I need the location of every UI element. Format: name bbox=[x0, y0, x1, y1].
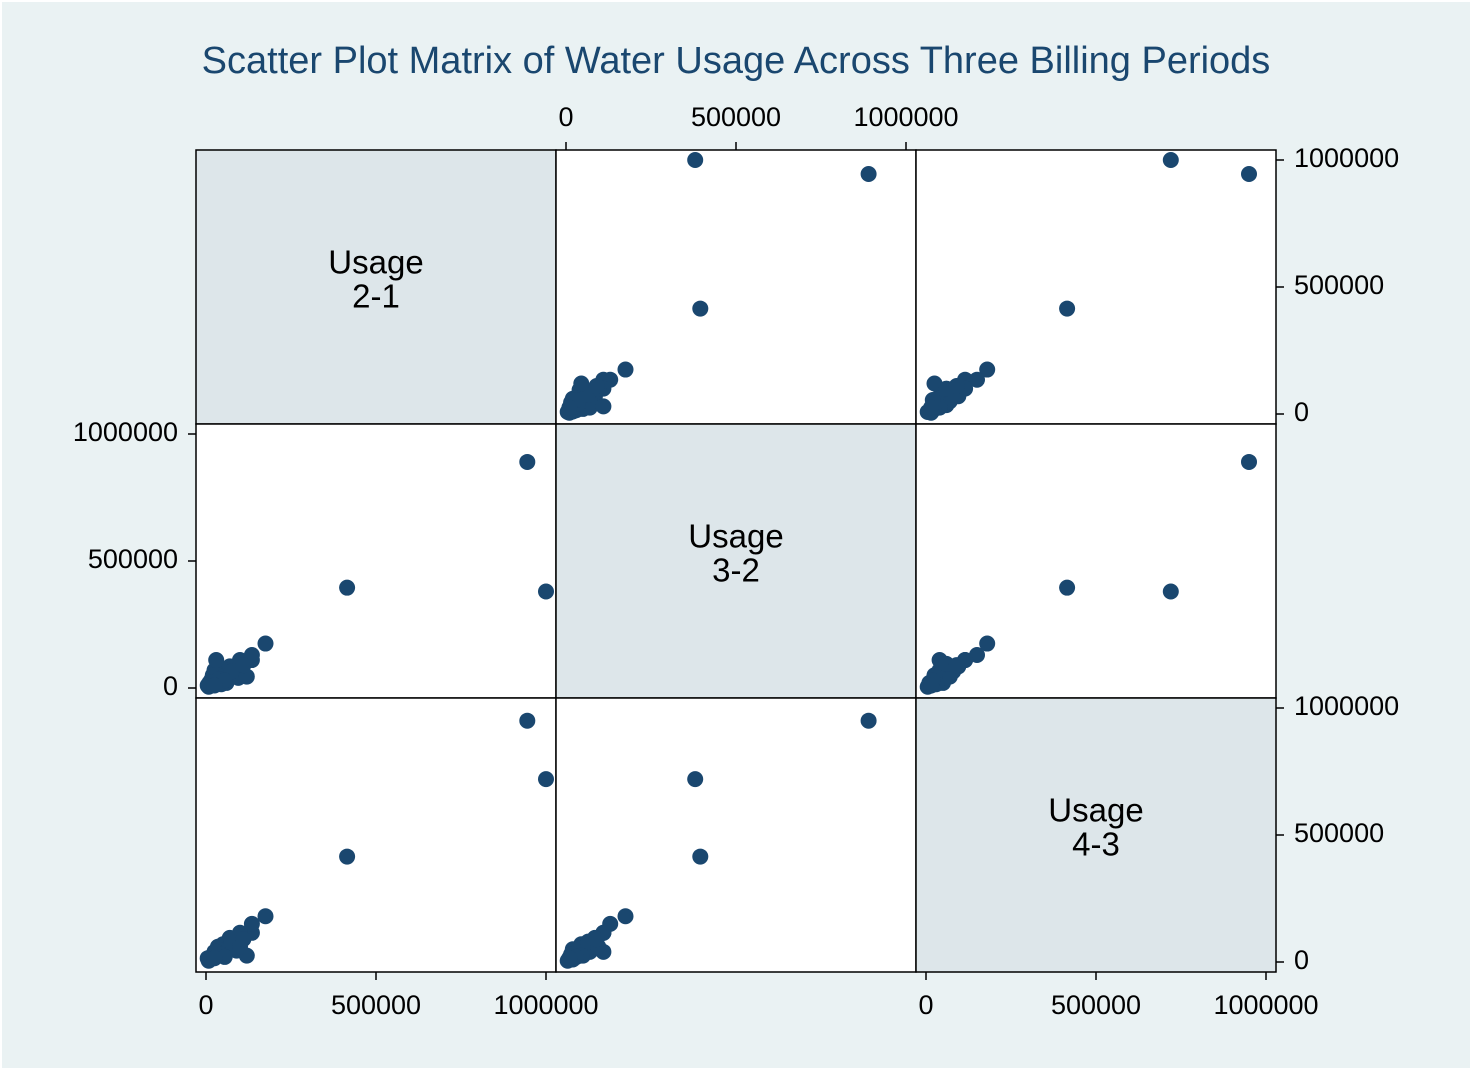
diagonal-cell-usage_2_1 bbox=[195, 149, 557, 425]
point-r0-c1-30 bbox=[588, 378, 605, 395]
x-tick-label-top-c1-0: 0 bbox=[558, 102, 573, 132]
point-r0-c2-0 bbox=[1162, 152, 1179, 168]
point-r1-c2-3 bbox=[979, 635, 996, 652]
point-r0-c2-30 bbox=[948, 378, 965, 395]
point-r2-c0-30 bbox=[235, 931, 252, 948]
point-r2-c0-1 bbox=[519, 712, 536, 729]
point-r2-c0-2 bbox=[339, 848, 356, 865]
point-r0-c1-1 bbox=[860, 165, 877, 182]
x-tick-label-bottom-c2-1: 500000 bbox=[1051, 990, 1141, 1020]
y-tick-label-right-r2-2: 1000000 bbox=[1294, 691, 1399, 721]
diagonal-cell-usage_3_2 bbox=[555, 423, 917, 699]
y-tick-label-right-r0-1: 500000 bbox=[1294, 270, 1384, 300]
point-r1-c0-1 bbox=[519, 453, 536, 470]
point-r1-c0-30 bbox=[235, 657, 252, 674]
point-r0-c1-28 bbox=[573, 375, 590, 392]
chart-title: Scatter Plot Matrix of Water Usage Acros… bbox=[201, 40, 1271, 82]
point-r0-c1-32 bbox=[561, 399, 578, 416]
y-tick-label-right-r2-0: 0 bbox=[1294, 945, 1309, 975]
x-tick-label-bottom-c0-0: 0 bbox=[198, 990, 213, 1020]
diagonal-label-usage_3_2: 3-2 bbox=[712, 552, 760, 589]
y-tick-label-left-r1-2: 1000000 bbox=[73, 417, 178, 447]
point-r2-c0-3 bbox=[257, 908, 274, 925]
point-r2-c1-1 bbox=[860, 712, 877, 729]
point-r1-c2-30 bbox=[948, 657, 965, 674]
diagonal-label-usage_4_3: Usage bbox=[1048, 792, 1143, 829]
point-r1-c2-1 bbox=[1241, 453, 1257, 470]
point-r1-c2-32 bbox=[923, 677, 940, 694]
x-tick-label-top-c1-1: 500000 bbox=[691, 102, 781, 132]
point-r1-c0-26 bbox=[208, 652, 225, 669]
x-tick-label-bottom-c2-0: 0 bbox=[918, 990, 933, 1020]
point-r1-c0-2 bbox=[339, 579, 356, 596]
point-r1-c2-0 bbox=[1162, 583, 1179, 600]
point-r0-c1-2 bbox=[692, 300, 709, 317]
point-r0-c2-3 bbox=[979, 361, 996, 378]
diagonal-label-usage_2_1: Usage bbox=[328, 244, 423, 281]
point-r1-c0-32 bbox=[206, 677, 223, 694]
point-r2-c1-32 bbox=[561, 950, 578, 967]
point-r0-c1-0 bbox=[687, 152, 704, 168]
point-r2-c1-3 bbox=[617, 908, 634, 925]
point-r2-c1-2 bbox=[692, 848, 709, 865]
diagonal-label-usage_2_1: 2-1 bbox=[352, 278, 400, 315]
x-tick-label-bottom-c2-2: 1000000 bbox=[1213, 990, 1318, 1020]
point-r2-c0-0 bbox=[538, 771, 554, 788]
point-r1-c2-2 bbox=[1059, 579, 1076, 596]
point-r0-c2-32 bbox=[923, 399, 940, 416]
point-r0-c1-26 bbox=[595, 398, 612, 415]
x-tick-label-top-c1-2: 1000000 bbox=[853, 102, 958, 132]
point-r2-c1-0 bbox=[687, 771, 704, 788]
point-r1-c0-3 bbox=[257, 635, 274, 652]
y-tick-label-right-r0-2: 1000000 bbox=[1294, 143, 1399, 173]
diagonal-label-usage_3_2: Usage bbox=[688, 518, 783, 555]
point-r2-c0-32 bbox=[206, 950, 223, 967]
y-tick-label-left-r1-1: 500000 bbox=[88, 544, 178, 574]
point-r1-c0-0 bbox=[538, 583, 554, 600]
y-tick-label-right-r0-0: 0 bbox=[1294, 397, 1309, 427]
point-r2-c0-5 bbox=[243, 915, 260, 932]
point-r0-c2-5 bbox=[969, 371, 985, 388]
point-r0-c2-1 bbox=[1241, 165, 1257, 182]
x-tick-label-bottom-c0-1: 500000 bbox=[331, 990, 421, 1020]
diagonal-label-usage_4_3: 4-3 bbox=[1072, 826, 1120, 863]
point-r0-c1-3 bbox=[617, 361, 634, 378]
y-tick-label-left-r1-0: 0 bbox=[163, 671, 178, 701]
point-r0-c2-2 bbox=[1059, 300, 1076, 317]
point-r2-c1-30 bbox=[588, 931, 605, 948]
x-tick-label-bottom-c0-2: 1000000 bbox=[493, 990, 598, 1020]
y-tick-label-right-r2-1: 500000 bbox=[1294, 818, 1384, 848]
